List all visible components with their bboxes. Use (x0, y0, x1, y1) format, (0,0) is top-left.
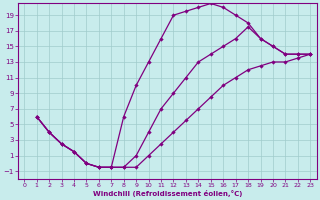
X-axis label: Windchill (Refroidissement éolien,°C): Windchill (Refroidissement éolien,°C) (92, 190, 242, 197)
